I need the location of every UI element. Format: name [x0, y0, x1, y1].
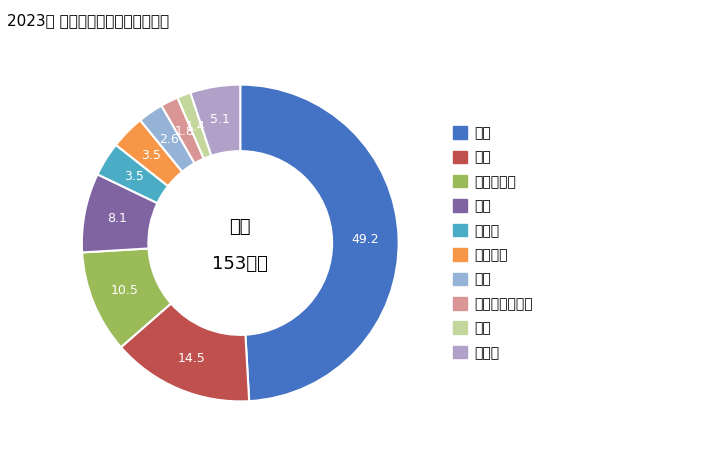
Text: 5.1: 5.1	[210, 113, 230, 126]
Wedge shape	[178, 93, 211, 159]
Wedge shape	[240, 85, 399, 401]
Wedge shape	[98, 145, 168, 203]
Wedge shape	[162, 98, 204, 163]
Wedge shape	[121, 303, 249, 401]
Wedge shape	[191, 85, 240, 156]
Text: 14.5: 14.5	[178, 352, 205, 365]
Text: 総額: 総額	[229, 218, 251, 236]
Wedge shape	[82, 174, 157, 252]
Text: 1.8: 1.8	[174, 125, 194, 138]
Text: 3.5: 3.5	[124, 170, 144, 183]
Text: 153億円: 153億円	[213, 255, 268, 273]
Text: 10.5: 10.5	[111, 284, 138, 297]
Text: 1.4: 1.4	[186, 120, 205, 133]
Wedge shape	[82, 248, 171, 347]
Text: 3.5: 3.5	[141, 148, 161, 162]
Text: 49.2: 49.2	[352, 233, 379, 246]
Text: 2023年 輸入相手国のシェア（％）: 2023年 輸入相手国のシェア（％）	[7, 14, 170, 28]
Text: 8.1: 8.1	[108, 212, 127, 225]
Wedge shape	[141, 106, 194, 172]
Text: 2.6: 2.6	[159, 133, 179, 146]
Legend: 中国, タイ, フィリピン, 米国, ドイツ, メキシコ, 英国, バングラデシュ, 台湾, その他: 中国, タイ, フィリピン, 米国, ドイツ, メキシコ, 英国, バングラデシ…	[453, 126, 533, 360]
Wedge shape	[116, 120, 182, 186]
